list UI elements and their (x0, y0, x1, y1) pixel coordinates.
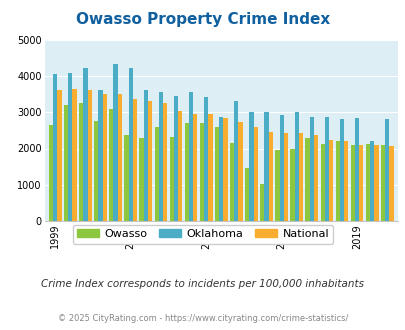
Bar (275, 150, 279, 221)
Bar (324, 117, 328, 221)
Bar (223, 117, 227, 221)
Bar (268, 132, 272, 221)
Bar (350, 145, 354, 221)
Bar (124, 135, 128, 221)
Bar (279, 115, 283, 221)
Bar (260, 184, 264, 221)
Bar (290, 148, 294, 221)
Text: Crime Index corresponds to incidents per 100,000 inhabitants: Crime Index corresponds to incidents per… (41, 279, 364, 289)
Bar (139, 138, 143, 221)
Bar (264, 112, 268, 221)
Bar (188, 91, 193, 221)
Bar (113, 64, 117, 221)
Bar (132, 99, 137, 221)
Bar (354, 118, 358, 221)
Bar (283, 133, 287, 221)
Bar (204, 97, 208, 221)
Bar (199, 123, 204, 221)
Bar (298, 133, 303, 221)
Bar (178, 112, 182, 221)
Bar (117, 94, 121, 221)
Bar (49, 125, 53, 221)
Bar (234, 101, 238, 221)
Text: © 2025 CityRating.com - https://www.cityrating.com/crime-statistics/: © 2025 CityRating.com - https://www.city… (58, 314, 347, 323)
Bar (230, 143, 234, 221)
Bar (358, 145, 362, 221)
Bar (68, 73, 72, 221)
Bar (365, 144, 369, 221)
Bar (169, 137, 173, 221)
Bar (162, 103, 167, 221)
Bar (184, 123, 188, 221)
Bar (53, 74, 57, 221)
Bar (79, 103, 83, 221)
Bar (219, 116, 223, 221)
Bar (253, 127, 257, 221)
Bar (309, 117, 313, 221)
Bar (238, 122, 242, 221)
Bar (343, 141, 347, 221)
Bar (173, 96, 178, 221)
Bar (335, 141, 339, 221)
Bar (373, 145, 377, 221)
Bar (313, 135, 318, 221)
Bar (384, 119, 388, 221)
Bar (305, 138, 309, 221)
Bar (369, 141, 373, 221)
Bar (154, 127, 158, 221)
Bar (388, 146, 393, 221)
Bar (245, 168, 249, 221)
Bar (72, 88, 77, 221)
Bar (109, 109, 113, 221)
Legend: Owasso, Oklahoma, National: Owasso, Oklahoma, National (72, 225, 333, 244)
Bar (143, 90, 147, 221)
Bar (87, 90, 92, 221)
Bar (249, 112, 253, 221)
Bar (294, 112, 298, 221)
Bar (158, 92, 162, 221)
Bar (83, 68, 87, 221)
Bar (328, 140, 333, 221)
Bar (193, 114, 197, 221)
Bar (320, 144, 324, 221)
Bar (208, 115, 212, 221)
Bar (98, 90, 102, 221)
Bar (128, 68, 132, 221)
Bar (214, 127, 219, 221)
Bar (102, 94, 107, 221)
Bar (380, 145, 384, 221)
Bar (147, 101, 152, 221)
Bar (57, 90, 62, 221)
Bar (94, 121, 98, 221)
Text: Owasso Property Crime Index: Owasso Property Crime Index (76, 12, 329, 26)
Bar (64, 105, 68, 221)
Bar (339, 119, 343, 221)
